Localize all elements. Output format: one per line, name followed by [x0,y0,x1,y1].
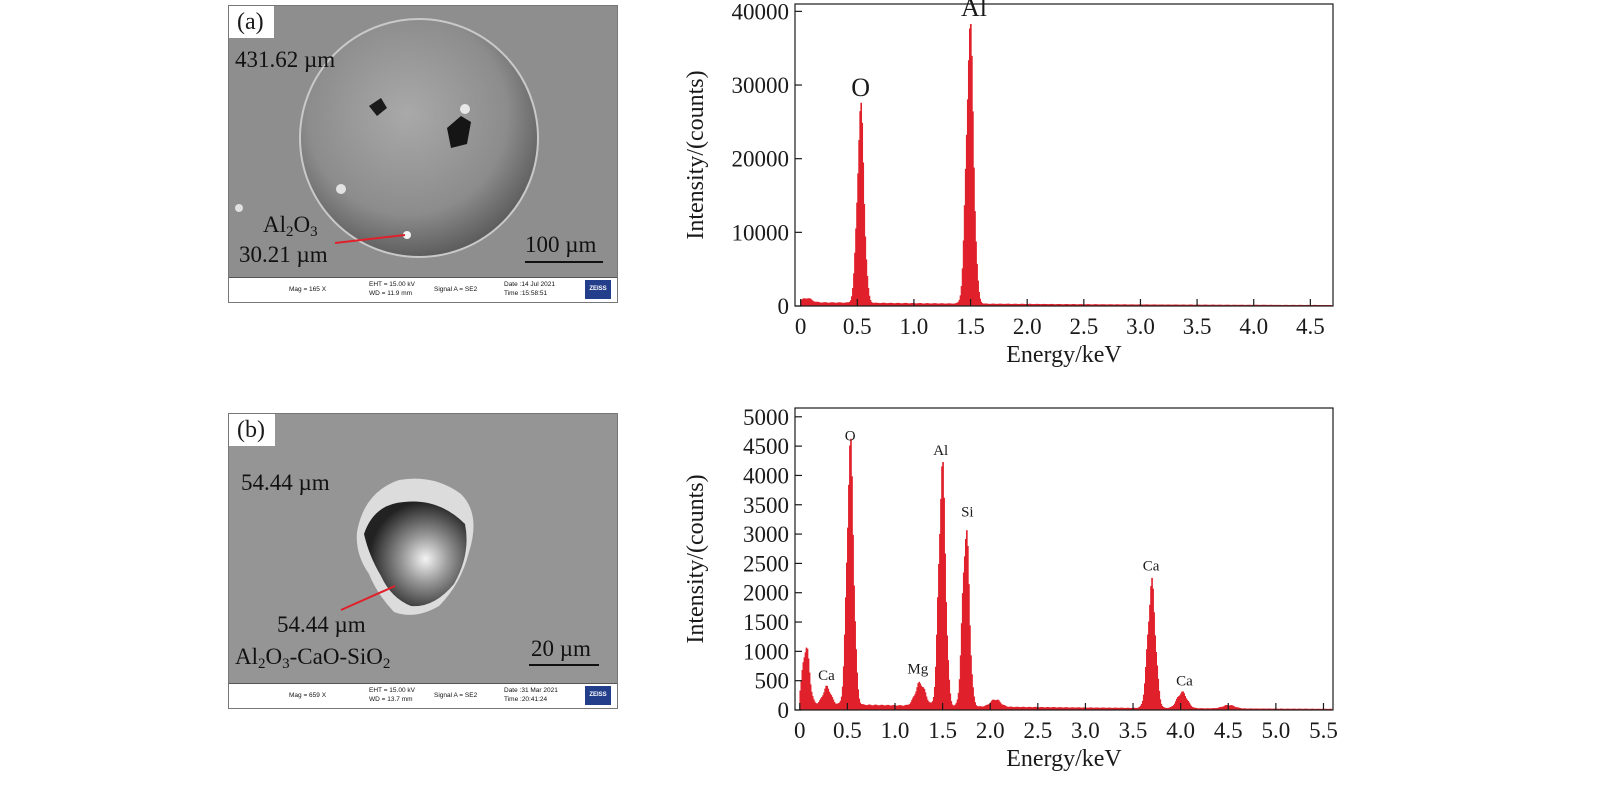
y-tick-label: 500 [755,669,790,694]
inclusion-sphere [299,18,539,258]
x-tick-label: 3.0 [1126,314,1155,339]
panel-label-b: (b) [229,414,275,446]
scale-bar-label: 100 µm [525,232,597,257]
peak-label: O [851,73,870,102]
y-tick-label: 2500 [743,551,789,576]
x-tick-label: 4.0 [1239,314,1268,339]
y-tick-label: 30000 [732,73,790,98]
peak-label: Si [961,504,974,520]
scale-bar-label: 20 µm [531,636,591,661]
phase-label: Al2O3-CaO-SiO2 [235,644,391,672]
y-tick-label: 0 [778,698,790,723]
y-tick-label: 4500 [743,434,789,459]
x-tick-label: 0.5 [843,314,872,339]
peak-label: Ca [1143,558,1160,574]
y-tick-label: 5000 [743,405,789,430]
x-tick-label: 3.5 [1119,718,1148,743]
y-tick-label: 2000 [743,581,789,606]
y-tick-label: 3000 [743,522,789,547]
zeiss-logo: ZEISS [585,280,611,299]
inclusion-pit [364,501,467,607]
peak-label: O [845,428,856,444]
spectrum-area [799,438,1333,711]
wd-text: WD = 11.9 mm [369,290,413,297]
particle-size-label: 30.21 µm [239,242,328,267]
x-tick-label: 0 [795,314,807,339]
eht-text: EHT = 15.00 kV [369,281,415,288]
x-tick-label: 4.5 [1214,718,1243,743]
scale-bar [525,261,603,263]
x-axis-label: Energy/keV [1006,342,1122,368]
mag-text: Mag = 659 X [289,692,327,699]
pointer-line [334,234,406,244]
phase-label: Al2O3 [263,212,318,240]
signal-text: Signal A = SE2 [434,286,478,293]
sem-image-a: (a) 431.62 µm Al2O3 30.21 µm 100 µm Mag … [228,5,618,303]
scale-bar [529,664,599,666]
y-tick-label: 4000 [743,463,789,488]
x-tick-label: 1.5 [956,314,985,339]
date-text: Date :31 Mar 2021 [504,687,558,694]
x-tick-label: 2.5 [1023,718,1052,743]
al2o3-particle [403,231,411,239]
peak-label: Ca [818,668,835,684]
spectrum-area [800,24,1333,307]
sem-micrograph-a [229,6,617,278]
y-tick-label: 40000 [732,0,790,24]
particle-size-label: 54.44 µm [277,612,366,637]
y-axis-label: Intensity/(counts) [683,474,709,643]
y-tick-label: 3500 [743,493,789,518]
y-axis-label: Intensity/(counts) [683,70,709,239]
x-tick-label: 3.5 [1183,314,1212,339]
peak-label: Al [933,443,948,459]
y-tick-label: 20000 [732,147,790,172]
inclusion-diameter-label: 431.62 µm [235,47,336,72]
peak-label: Al [961,0,987,22]
x-tick-label: 4.0 [1166,718,1195,743]
date-text: Date :14 Jul 2021 [504,281,555,288]
y-tick-label: 10000 [732,220,790,245]
x-tick-label: 1.5 [928,718,957,743]
plot-frame [794,407,1334,711]
x-tick-label: 2.0 [976,718,1005,743]
sem-micrograph-b [229,414,617,684]
zeiss-logo: ZEISS [585,686,611,705]
time-text: Time :20:41:24 [504,696,548,703]
signal-text: Signal A = SE2 [434,692,478,699]
peak-label: Mg [907,662,928,678]
y-tick-label: 1500 [743,610,789,635]
panel-label-a: (a) [229,6,274,38]
x-tick-label: 2.5 [1069,314,1098,339]
x-tick-label: 4.5 [1296,314,1325,339]
peak-label: Ca [1176,673,1193,689]
inclusion-diameter-label: 54.44 µm [241,470,330,495]
plot-frame [794,3,1334,307]
x-tick-label: 3.0 [1071,718,1100,743]
y-tick-label: 0 [778,294,790,319]
sem-info-bar: Mag = 165 X EHT = 15.00 kV WD = 11.9 mm … [229,277,617,302]
x-tick-label: 5.0 [1261,718,1290,743]
eht-text: EHT = 15.00 kV [369,687,415,694]
x-tick-label: 0 [794,718,806,743]
x-tick-label: 0.5 [833,718,862,743]
x-tick-label: 2.0 [1013,314,1042,339]
x-axis-label: Energy/keV [1006,746,1122,772]
y-tick-label: 1000 [743,639,789,664]
x-tick-label: 1.0 [900,314,929,339]
mag-text: Mag = 165 X [289,286,327,293]
x-tick-label: 1.0 [881,718,910,743]
pointer-line [340,585,396,611]
sem-info-bar: Mag = 659 X EHT = 15.00 kV WD = 13.7 mm … [229,683,617,708]
sem-image-b: (b) 54.44 µm 54.44 µm Al2O3-CaO-SiO2 20 … [228,413,618,709]
x-tick-label: 5.5 [1309,718,1338,743]
wd-text: WD = 13.7 mm [369,696,413,703]
time-text: Time :15:58:51 [504,290,548,297]
